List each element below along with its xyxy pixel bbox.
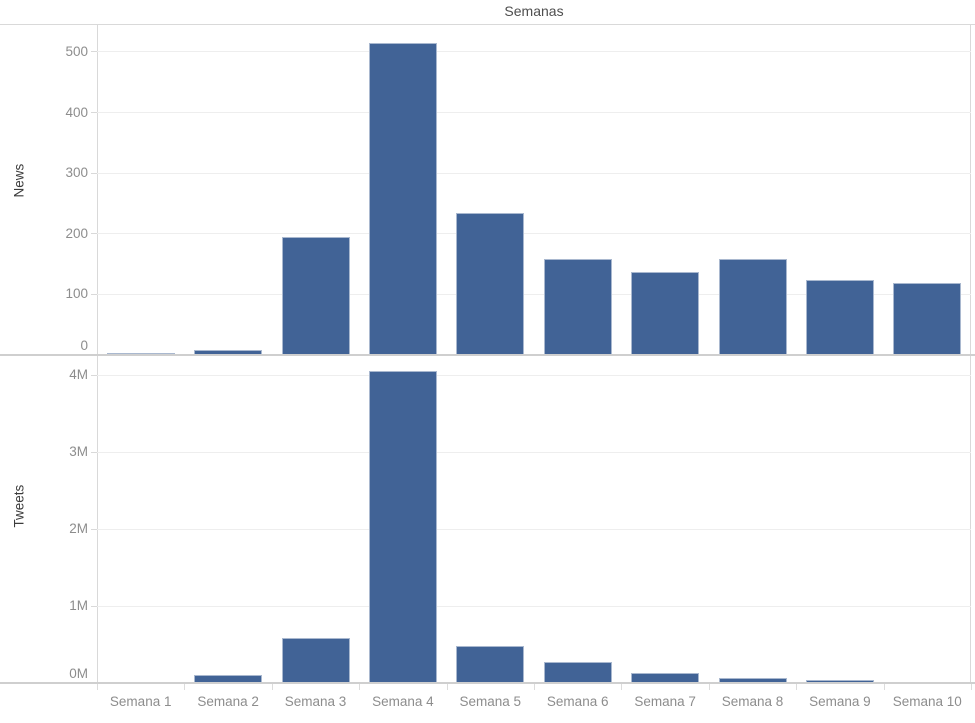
y-tick-mark-news: [91, 293, 97, 295]
bar-tweets-semana-5[interactable]: [456, 646, 525, 683]
y-tick-mark-news: [91, 172, 97, 174]
bar-tweets-semana-2[interactable]: [194, 675, 263, 683]
bar-tweets-semana-4[interactable]: [368, 371, 437, 683]
zero-axis-line-tweets: [0, 682, 975, 684]
gridline-news: [97, 233, 971, 235]
bar-news-semana-7[interactable]: [631, 271, 700, 355]
bar-news-semana-3[interactable]: [281, 236, 350, 355]
gridline-news: [97, 112, 971, 113]
y-tick-label-tweets: 4M: [69, 367, 88, 383]
x-tick-label: Semana 9: [809, 694, 871, 709]
bar-tweets-semana-9[interactable]: [805, 679, 874, 683]
gridline-tweets: [97, 528, 971, 530]
chart-title: Semanas: [504, 3, 564, 19]
bar-news-semana-10[interactable]: [893, 283, 962, 355]
y-tick-label-news: 300: [65, 165, 88, 181]
x-tick-mark: [971, 683, 972, 690]
gridline-news: [97, 293, 971, 295]
y-tick-label-news: 200: [65, 225, 88, 241]
bar-news-semana-6[interactable]: [543, 258, 612, 355]
y-tick-label-tweets: 2M: [69, 521, 88, 536]
x-tick-label: Semana 7: [634, 694, 696, 709]
x-tick-label: Semana 6: [546, 694, 609, 709]
bar-tweets-semana-7[interactable]: [631, 672, 700, 683]
bar-news-semana-9[interactable]: [805, 279, 874, 355]
bar-tweets-semana-8[interactable]: [718, 678, 787, 683]
y-tick-label-tweets: 1M: [69, 598, 88, 613]
y-tick-mark-news: [91, 233, 97, 235]
x-tick-mark: [446, 683, 448, 690]
y-tick-mark-news: [91, 51, 97, 53]
plot-left-border: [97, 24, 98, 683]
y-tick-label-news: 400: [65, 104, 88, 120]
x-tick-label: Semana 8: [721, 694, 784, 709]
x-tick-mark: [97, 683, 98, 690]
bar-news-semana-4[interactable]: [368, 42, 437, 355]
y-tick-label-news: 500: [65, 43, 88, 59]
x-tick-label: Semana 2: [197, 694, 259, 709]
x-tick-label: Semana 4: [372, 694, 434, 709]
gridline-tweets: [97, 451, 971, 453]
title-separator-line: [0, 24, 975, 25]
x-tick-mark: [708, 683, 710, 690]
y-tick-mark-news: [91, 112, 97, 113]
x-tick-mark: [621, 683, 623, 690]
x-tick-mark: [184, 683, 186, 690]
y-tick-mark-tweets: [91, 451, 97, 453]
bar-tweets-semana-6[interactable]: [543, 662, 612, 683]
plot-right-border: [970, 24, 971, 683]
x-tick-mark: [534, 683, 535, 690]
x-tick-label: Semana 3: [284, 694, 347, 709]
y-tick-label-news: 0: [80, 338, 88, 353]
y-axis-title-news: News: [11, 163, 27, 198]
bar-news-semana-2[interactable]: [194, 350, 263, 355]
y-tick-mark-tweets: [91, 605, 97, 607]
y-tick-label-tweets: 0M: [69, 666, 88, 681]
y-tick-mark-tweets: [91, 374, 97, 376]
x-tick-mark: [883, 683, 885, 690]
x-tick-label: Semana 5: [459, 694, 522, 709]
x-tick-mark: [359, 683, 361, 690]
bar-news-semana-8[interactable]: [718, 258, 787, 355]
x-tick-label: Semana 1: [109, 694, 172, 709]
x-tick-mark: [796, 683, 798, 690]
y-tick-label-news: 100: [65, 286, 88, 302]
x-tick-mark: [271, 683, 273, 690]
gridline-news: [97, 51, 971, 53]
y-tick-mark-tweets: [91, 528, 97, 530]
bar-tweets-semana-3[interactable]: [281, 638, 350, 683]
zero-axis-line-news: [0, 354, 975, 356]
gridline-news: [97, 172, 971, 174]
bar-news-semana-5[interactable]: [456, 212, 525, 355]
gridline-tweets: [97, 374, 971, 376]
y-axis-title-tweets: Tweets: [11, 484, 27, 528]
y-tick-label-tweets: 3M: [69, 444, 88, 459]
x-tick-label: Semana 10: [892, 694, 962, 709]
gridline-tweets: [97, 605, 971, 607]
